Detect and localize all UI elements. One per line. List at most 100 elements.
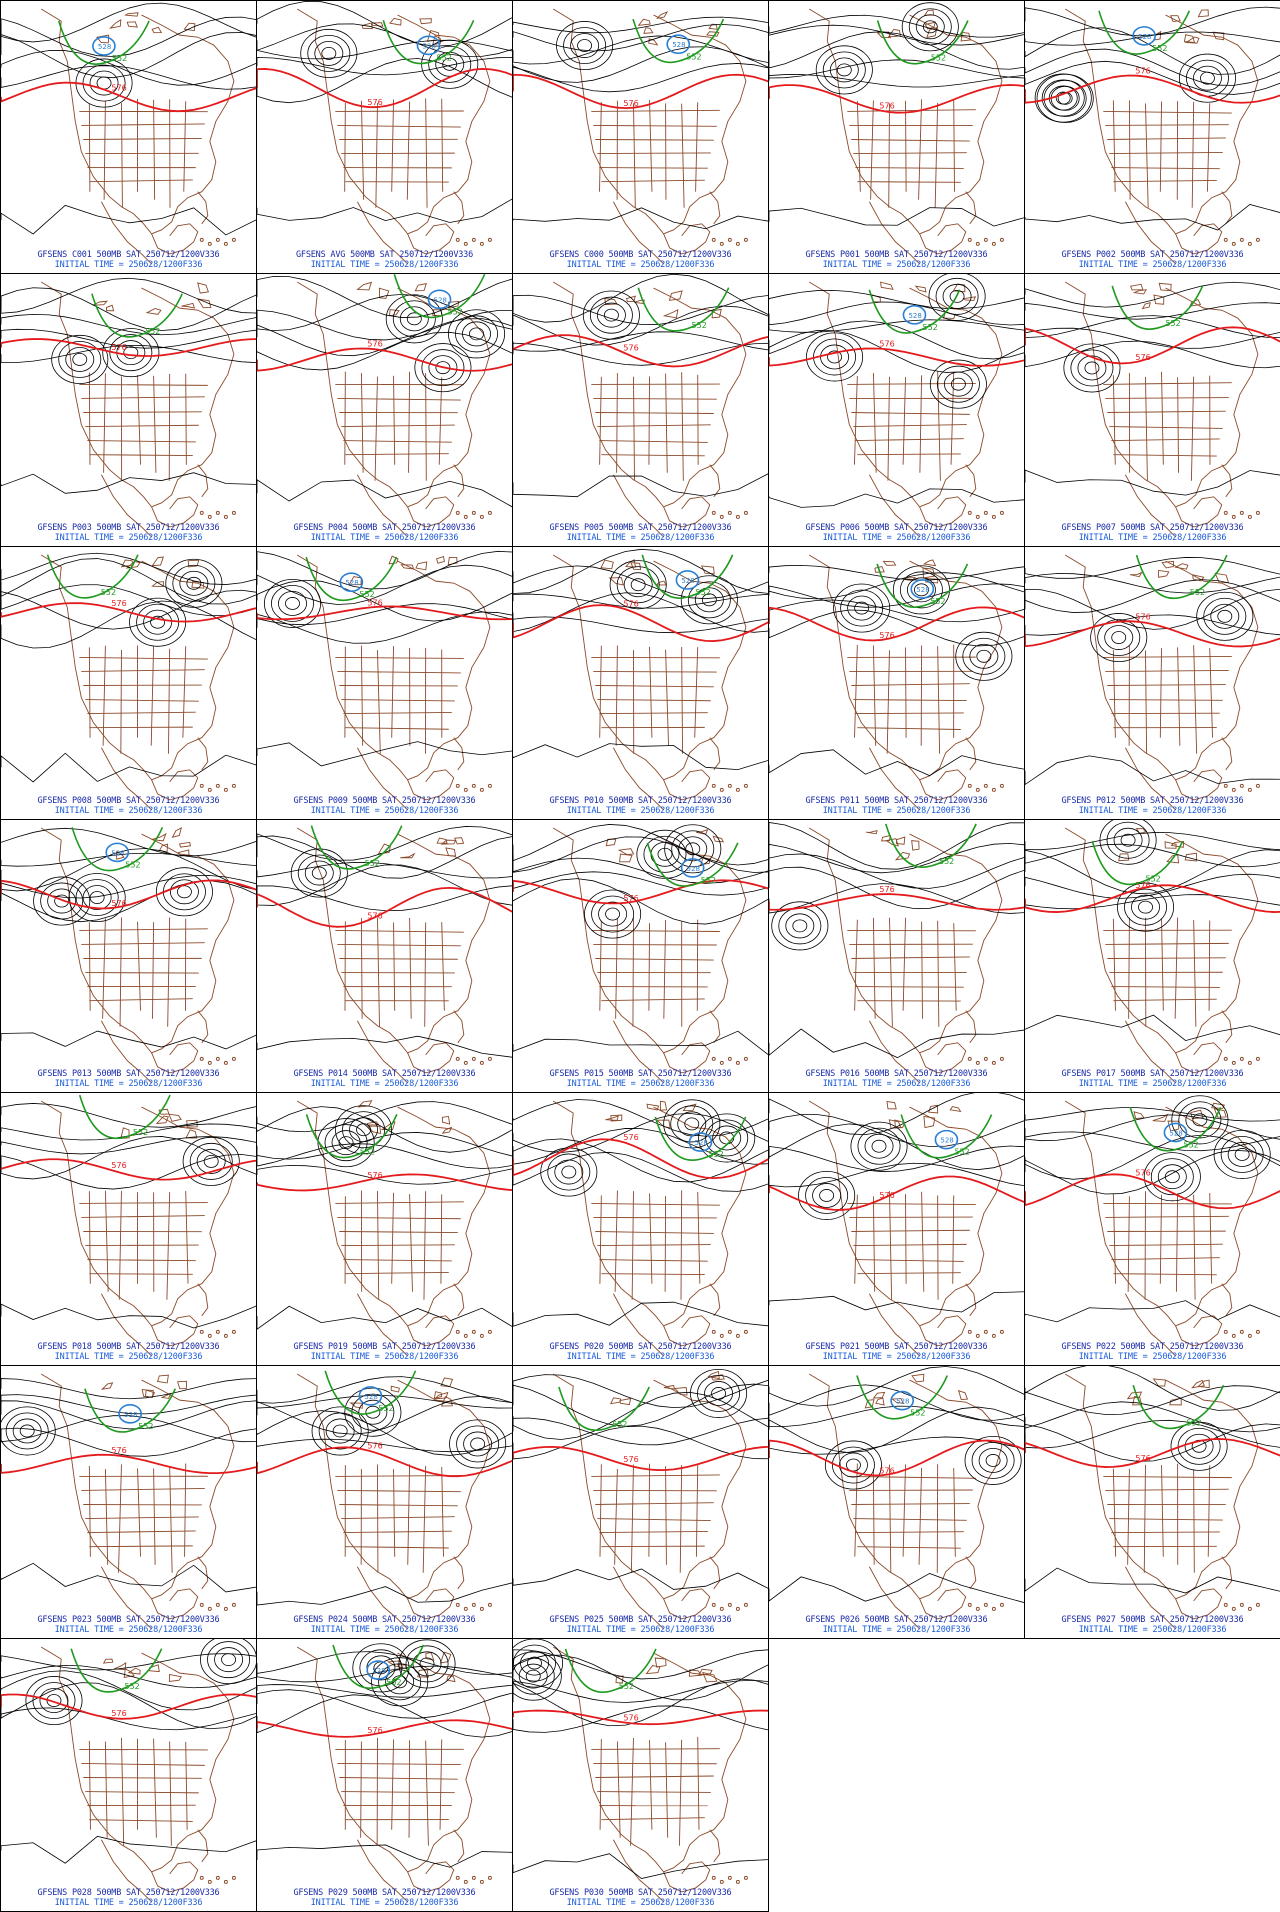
closed-low-contour: [183, 1137, 239, 1185]
contour-label-552: 552: [1152, 44, 1167, 53]
caribbean-island: [456, 1603, 459, 1606]
caribbean-island: [712, 238, 715, 241]
caribbean-island: [1000, 784, 1003, 787]
caribbean-island: [728, 511, 731, 514]
closed-low-contour: [578, 40, 592, 52]
height-contour: [257, 1377, 513, 1403]
state-border: [89, 1820, 192, 1822]
height-contours: [513, 274, 769, 497]
state-border: [118, 1464, 121, 1572]
panel-title: GFSENS P001 500MB SAT 250712/1200V336: [769, 250, 1024, 260]
arctic-island: [1159, 570, 1169, 577]
panel-title: GFSENS P005 500MB SAT 250712/1200V336: [513, 523, 768, 533]
state-border: [79, 384, 208, 385]
height-contour: [513, 1100, 769, 1137]
state-border: [339, 1505, 457, 1506]
closed-low-contour: [1085, 362, 1099, 374]
contour-label-576: 576: [367, 340, 382, 349]
panel-title: GFSENS P003 500MB SAT 250712/1200V336: [1, 523, 256, 533]
closed-low-contour: [1064, 344, 1120, 392]
state-border: [650, 647, 652, 738]
state-border: [855, 920, 858, 1011]
contour-label-576: 576: [879, 631, 894, 640]
contour-label-552: 552: [939, 857, 954, 866]
caribbean-island: [208, 1334, 211, 1337]
caribbean-island: [1248, 515, 1251, 518]
subtropical-contour: [1, 1304, 257, 1328]
height-contour: [257, 1685, 513, 1698]
arctic-island: [127, 22, 137, 27]
height-contours: [257, 551, 513, 766]
panel-initial-time: INITIAL TIME = 250628/1200F336: [1, 1898, 256, 1908]
florida-coast: [454, 1284, 464, 1316]
closed-low-contour: [339, 1137, 353, 1149]
caribbean-island: [216, 1330, 219, 1333]
state-border: [89, 1191, 90, 1284]
state-border: [938, 921, 939, 1027]
state-border: [1109, 1519, 1222, 1521]
caribbean-island: [1232, 1061, 1235, 1064]
state-border: [887, 650, 889, 753]
height-contour: [257, 551, 513, 589]
contour-label-528: 528: [111, 848, 124, 857]
closed-low-contour: [1165, 1171, 1179, 1183]
height-contours: [513, 1100, 769, 1327]
caribbean-island: [992, 242, 995, 245]
closed-low-contour: [1185, 1434, 1213, 1458]
height-contour: [257, 40, 513, 59]
state-border: [121, 650, 122, 754]
closed-low-contour: [399, 1640, 455, 1688]
caribbean-island: [456, 238, 459, 241]
contour-label-552: 552: [612, 1420, 627, 1429]
state-border: [376, 103, 378, 208]
state-border: [633, 918, 634, 1027]
state-border: [1178, 377, 1179, 472]
state-border: [650, 1193, 652, 1283]
height-contour: [257, 24, 513, 57]
height-contour: [1025, 1150, 1280, 1194]
state-border: [853, 700, 966, 701]
arctic-island: [446, 848, 456, 856]
state-border: [410, 918, 412, 1019]
state-border: [408, 1464, 410, 1564]
state-border: [873, 645, 875, 745]
arctic-island: [950, 1107, 960, 1112]
closed-low-contour: [555, 1160, 583, 1184]
caribbean-island: [1232, 1607, 1235, 1610]
arctic-island: [426, 1653, 434, 1661]
state-border: [871, 101, 874, 200]
state-border: [1107, 685, 1225, 686]
height-contour: [513, 824, 769, 865]
state-border: [89, 372, 90, 464]
caribbean-island: [472, 238, 475, 241]
height-contour: [1025, 316, 1280, 338]
closed-low-contour: [448, 310, 504, 358]
state-border: [79, 1203, 208, 1204]
contour-label-552: 552: [101, 588, 116, 597]
closed-low-contour: [204, 1155, 218, 1167]
contour-label-552: 552: [954, 1148, 969, 1157]
subtropical-contour: [769, 1573, 1025, 1603]
subtropical-contour: [1025, 1568, 1280, 1593]
height-contour: [769, 74, 1025, 87]
caribbean-island: [1000, 1603, 1003, 1606]
caribbean-island: [736, 1880, 739, 1883]
state-border: [335, 930, 464, 932]
caribbean-island: [992, 1061, 995, 1064]
contour-576-line: [513, 1711, 769, 1725]
state-border: [595, 140, 713, 141]
arctic-island: [664, 310, 677, 318]
state-border: [345, 372, 346, 465]
height-contour: [513, 1680, 769, 1702]
panel-title: GFSENS P021 500MB SAT 250712/1200V336: [769, 1342, 1024, 1352]
state-border: [853, 425, 966, 427]
geography-outlines: [553, 282, 747, 537]
